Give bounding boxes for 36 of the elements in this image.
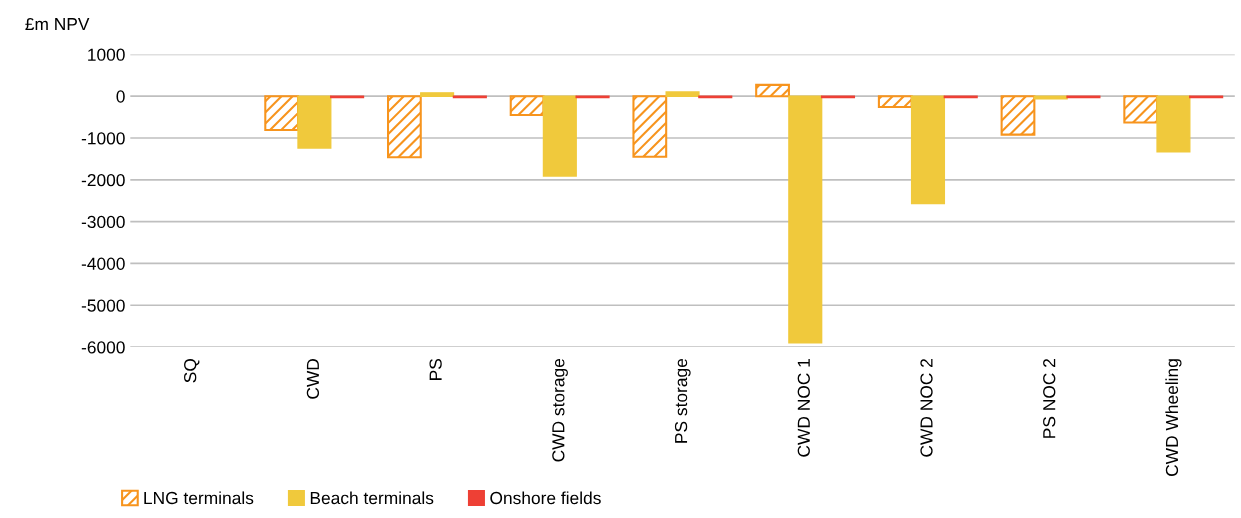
bar bbox=[542, 95, 577, 177]
x-tick-label: SQ bbox=[184, 359, 200, 383]
bar bbox=[1156, 95, 1191, 153]
legend-label: Onshore fields bbox=[490, 491, 601, 505]
x-tick-label: PS bbox=[429, 358, 442, 380]
bar bbox=[665, 91, 700, 97]
y-tick-label: 0 bbox=[116, 90, 125, 103]
bar bbox=[1000, 95, 1036, 136]
bar bbox=[509, 95, 545, 117]
x-tick-label: CWD bbox=[306, 359, 320, 399]
y-tick-label: -2000 bbox=[81, 173, 125, 187]
x-tick-label: CWD Wheeling bbox=[1165, 359, 1182, 476]
y-tick-label: -4000 bbox=[81, 257, 125, 270]
legend-label: Beach terminals bbox=[310, 491, 434, 505]
x-tick-label: CWD NOC 1 bbox=[797, 359, 810, 457]
bar bbox=[788, 95, 823, 344]
y-tick-label: -1000 bbox=[81, 132, 125, 145]
bar bbox=[297, 95, 332, 149]
y-tick-label: 1000 bbox=[88, 48, 125, 61]
y-tick-label: -6000 bbox=[81, 341, 125, 354]
y-axis-title: £m NPV bbox=[25, 17, 90, 31]
y-tick-label: -5000 bbox=[81, 299, 125, 312]
x-tick-label: CWD storage bbox=[552, 358, 568, 462]
bar bbox=[877, 95, 913, 109]
y-tick-label: -3000 bbox=[81, 215, 125, 229]
bar bbox=[1123, 95, 1159, 124]
bar bbox=[264, 95, 300, 132]
bar bbox=[386, 95, 422, 159]
bar bbox=[420, 92, 455, 97]
legend-label: LNG terminals bbox=[144, 491, 254, 505]
x-tick-label: PS storage bbox=[674, 358, 691, 443]
x-tick-label: CWD NOC 2 bbox=[920, 359, 933, 457]
x-tick-label: PS NOC 2 bbox=[1043, 359, 1056, 438]
bar bbox=[755, 83, 790, 98]
bar bbox=[632, 95, 668, 158]
bar bbox=[910, 95, 946, 205]
